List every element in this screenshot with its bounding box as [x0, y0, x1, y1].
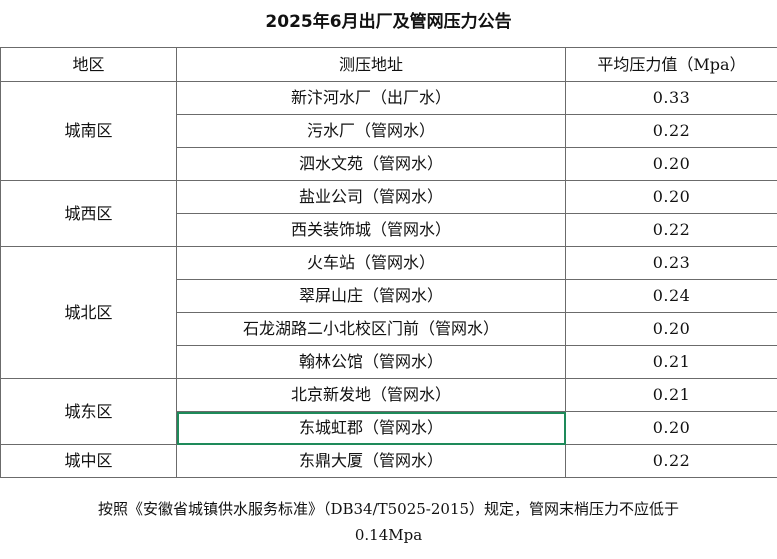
- pressure-value-cell[interactable]: 0.22: [565, 114, 777, 148]
- table-row: 石龙湖路二小北校区门前（管网水） 0.20: [1, 312, 777, 346]
- header-district[interactable]: 地区: [0, 47, 177, 82]
- address-cell[interactable]: 泗水文苑（管网水）: [176, 147, 566, 181]
- district-cell[interactable]: 城南区: [0, 81, 177, 181]
- pressure-value-cell[interactable]: 0.22: [565, 444, 777, 478]
- table-row: 泗水文苑（管网水） 0.20: [1, 147, 777, 181]
- pressure-value-cell[interactable]: 0.24: [565, 279, 777, 313]
- address-cell[interactable]: 翠屏山庄（管网水）: [176, 279, 566, 313]
- table-row: 翠屏山庄（管网水） 0.24: [1, 279, 777, 313]
- header-address[interactable]: 测压地址: [176, 47, 566, 82]
- district-cell[interactable]: 城北区: [0, 246, 177, 379]
- table-row: 城中区 东鼎大厦（管网水） 0.22: [0, 444, 777, 478]
- pressure-table: 地区 测压地址 平均压力值（Mpa） 城南区 新汴河水厂（出厂水） 0.33 污…: [0, 47, 777, 478]
- table-row: 城南区 新汴河水厂（出厂水） 0.33: [0, 81, 777, 181]
- pressure-value-cell[interactable]: 0.21: [565, 378, 777, 412]
- footnote-line-1: 按照《安徽省城镇供水服务标准》（DB34/T5025-2015）规定，管网末梢压…: [97, 500, 680, 518]
- header-pressure[interactable]: 平均压力值（Mpa）: [565, 47, 777, 82]
- table-row: 城北区 火车站（管网水） 0.23: [0, 246, 777, 379]
- address-cell[interactable]: 火车站（管网水）: [176, 246, 566, 280]
- table-row: 城东区 北京新发地（管网水） 0.21: [0, 378, 777, 445]
- address-cell[interactable]: 盐业公司（管网水）: [176, 180, 566, 214]
- district-cell[interactable]: 城中区: [0, 444, 177, 478]
- footnote-line-2: 0.14Mpa: [354, 526, 423, 544]
- pressure-value-cell[interactable]: 0.33: [565, 81, 777, 115]
- table-row: 东城虹郡（管网水） 0.20: [1, 411, 777, 445]
- table-row: 翰林公馆（管网水） 0.21: [1, 345, 777, 379]
- footnote: 按照《安徽省城镇供水服务标准》（DB34/T5025-2015）规定，管网末梢压…: [0, 496, 777, 548]
- table-row: 西关装饰城（管网水） 0.22: [1, 213, 777, 247]
- table-row: 城西区 盐业公司（管网水） 0.20: [0, 180, 777, 247]
- page-title: 2025年6月出厂及管网压力公告: [265, 12, 512, 32]
- address-cell-selected[interactable]: 东城虹郡（管网水）: [176, 411, 566, 445]
- pressure-value-cell[interactable]: 0.20: [565, 180, 777, 214]
- pressure-value-cell[interactable]: 0.23: [565, 246, 777, 280]
- address-cell[interactable]: 翰林公馆（管网水）: [176, 345, 566, 379]
- pressure-value-cell[interactable]: 0.21: [565, 345, 777, 379]
- address-cell[interactable]: 北京新发地（管网水）: [176, 378, 566, 412]
- table-header-row: 地区 测压地址 平均压力值（Mpa）: [0, 47, 777, 82]
- pressure-value-cell[interactable]: 0.20: [565, 147, 777, 181]
- address-cell[interactable]: 污水厂（管网水）: [176, 114, 566, 148]
- pressure-value-cell[interactable]: 0.22: [565, 213, 777, 247]
- district-cell[interactable]: 城西区: [0, 180, 177, 247]
- address-cell[interactable]: 新汴河水厂（出厂水）: [176, 81, 566, 115]
- district-cell[interactable]: 城东区: [0, 378, 177, 445]
- address-cell[interactable]: 西关装饰城（管网水）: [176, 213, 566, 247]
- pressure-value-cell[interactable]: 0.20: [565, 411, 777, 445]
- address-cell[interactable]: 东鼎大厦（管网水）: [176, 444, 566, 478]
- pressure-value-cell[interactable]: 0.20: [565, 312, 777, 346]
- address-cell[interactable]: 石龙湖路二小北校区门前（管网水）: [176, 312, 566, 346]
- table-row: 污水厂（管网水） 0.22: [1, 114, 777, 148]
